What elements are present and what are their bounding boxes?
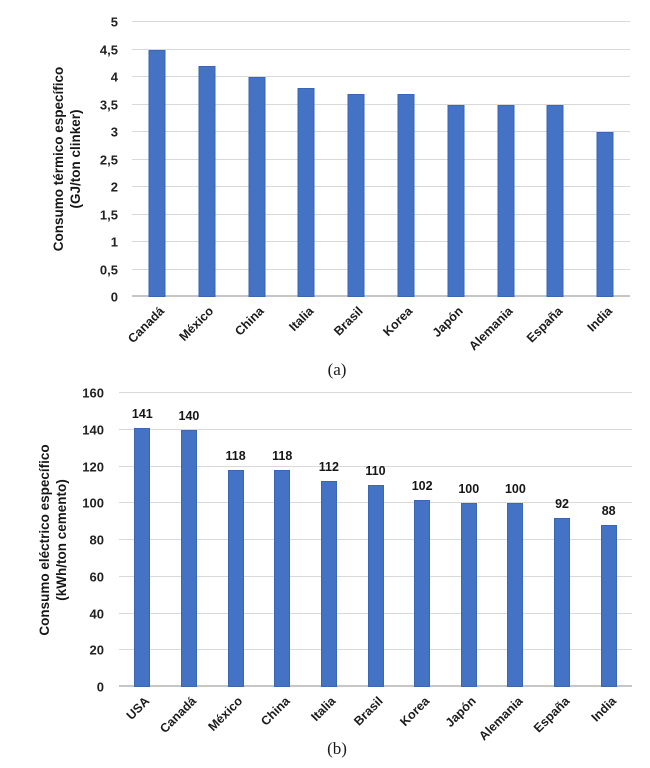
x-axis-label: China — [257, 694, 293, 729]
bar-india — [600, 525, 617, 687]
plot-area: 141 140 118 118 112 110 102 100 100 92 88 — [119, 392, 632, 687]
value-label: 118 — [225, 449, 246, 464]
bar-korea — [397, 93, 415, 297]
bar-japón — [460, 503, 477, 687]
gridline — [132, 158, 630, 160]
gridline — [119, 465, 632, 467]
x-axis-label: India — [584, 304, 616, 335]
bar-brasil — [347, 93, 365, 297]
y-tick-label: 3,5 — [99, 97, 118, 112]
bar-italia — [320, 481, 337, 687]
bar-méxico — [198, 66, 216, 297]
gridline — [132, 213, 630, 215]
value-label: 92 — [555, 496, 569, 511]
x-axis-label: Canadá — [157, 694, 199, 736]
bar-china — [248, 77, 265, 297]
x-axis-label: México — [205, 694, 246, 734]
value-label: 118 — [272, 449, 293, 464]
bar-china — [274, 470, 291, 687]
x-axis-label: India — [588, 694, 619, 725]
bar-méxico — [227, 470, 244, 687]
y-tick-label: 120 — [82, 459, 104, 474]
y-tick-label: 80 — [89, 532, 104, 548]
bar-españa — [546, 104, 564, 297]
y-axis-ticks: 0 20 40 60 80 100 120 140 160 — [0, 387, 104, 694]
y-tick-label: 100 — [82, 495, 104, 511]
x-axis-label: Brasil — [350, 694, 386, 729]
x-axis-label: USA — [123, 694, 153, 723]
y-tick-label: 60 — [89, 569, 104, 585]
y-tick-label: 20 — [89, 642, 104, 658]
bar-japón — [447, 104, 465, 297]
bar-korea — [414, 499, 431, 687]
bar-alemania — [507, 503, 524, 687]
gridline — [132, 21, 630, 22]
x-axis-label: Brasil — [331, 304, 367, 339]
x-axis-label: Italia — [286, 304, 317, 335]
x-axis-labels: Canadá México China Italia Brasil Korea Japón A… — [125, 299, 630, 361]
figure-caption-b: (b) — [327, 739, 347, 758]
x-axis-label: México — [176, 304, 217, 344]
gridline — [132, 76, 630, 77]
y-axis-ticks: 0 0,5 1 1,5 2 2,5 3 3,5 4 4,5 5 — [0, 16, 118, 304]
bar-brasil — [367, 484, 384, 687]
x-axis-label: Korea — [380, 304, 416, 339]
x-axis-label: Japón — [442, 694, 479, 730]
x-axis-label: China — [231, 304, 267, 339]
bar-india — [596, 132, 614, 297]
y-tick-label: 2 — [110, 179, 118, 195]
value-label: 141 — [131, 406, 153, 421]
gridline — [132, 103, 630, 105]
y-tick-label: 160 — [82, 385, 104, 401]
gridline — [132, 48, 630, 50]
x-axis-label: Korea — [397, 694, 433, 729]
y-tick-label: 0,5 — [99, 262, 118, 277]
y-tick-label: 4 — [110, 69, 118, 85]
value-label: 112 — [318, 460, 339, 475]
value-label: 88 — [601, 504, 616, 519]
gridline — [132, 186, 630, 187]
gridline — [132, 131, 630, 132]
gridline — [132, 268, 630, 270]
gridline — [132, 241, 630, 242]
bar-canadá — [148, 49, 166, 297]
y-tick-label: 2,5 — [99, 152, 118, 167]
plot-area — [132, 21, 630, 297]
bar-italia — [297, 88, 315, 297]
x-axis-label: Japón — [429, 304, 466, 340]
x-axis-label: España — [523, 304, 566, 346]
electric-consumption-chart: Consumo eléctrico específico (kWh/ton ce… — [0, 385, 650, 768]
x-axis-label: España — [530, 694, 572, 736]
value-label: 110 — [365, 463, 386, 478]
bar-canadá — [180, 429, 197, 687]
y-tick-label: 0 — [96, 679, 104, 695]
bar-usa — [134, 427, 151, 687]
y-tick-label: 40 — [89, 606, 104, 621]
x-axis-label: Alemania — [476, 694, 526, 744]
value-label: 102 — [411, 478, 433, 493]
y-tick-label: 140 — [82, 422, 104, 438]
gridline — [119, 428, 632, 430]
gridline — [119, 392, 632, 393]
thermal-consumption-chart: Consumo térmico específico (GJ/ton clink… — [0, 16, 630, 379]
y-tick-label: 4,5 — [99, 42, 118, 57]
figure-caption-a: (a) — [327, 360, 347, 379]
value-label: 100 — [504, 482, 526, 497]
value-label: 140 — [178, 408, 200, 423]
bar-alemania — [497, 104, 514, 297]
y-tick-label: 3 — [110, 124, 118, 140]
y-tick-label: 1 — [110, 234, 118, 250]
y-tick-label: 0 — [110, 289, 118, 305]
bar-españa — [554, 517, 571, 687]
x-axis-line — [132, 295, 630, 297]
value-label: 100 — [458, 482, 480, 497]
y-tick-label: 5 — [110, 14, 118, 30]
x-axis-label: Alemania — [466, 304, 516, 354]
x-axis-label: Canadá — [124, 304, 167, 346]
y-tick-label: 1,5 — [99, 207, 118, 222]
x-axis-label: Italia — [308, 694, 339, 725]
